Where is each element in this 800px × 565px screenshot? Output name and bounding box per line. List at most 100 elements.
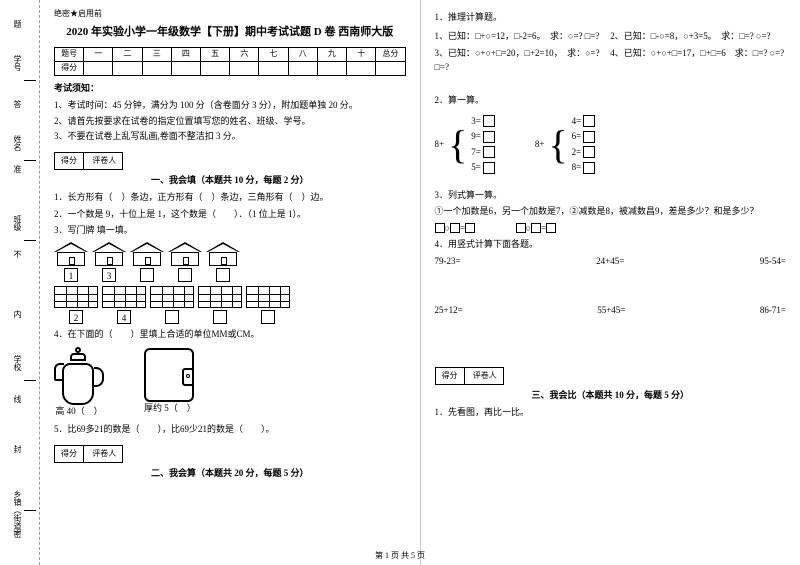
eq-text: 3= — [471, 115, 481, 129]
wallet-group: 厚约 5（ ） — [144, 348, 196, 416]
building-unit: 2 — [54, 286, 98, 324]
num-box: 2 — [69, 310, 83, 324]
num-box — [165, 310, 179, 324]
td — [259, 61, 288, 75]
th: 三 — [142, 47, 171, 61]
teapot-wallet-row: 高 40（ ） 厚约 5（ ） — [54, 345, 406, 419]
exam-page: 题 学号 答 姓名 准 班级 不 内 学校 线 封 乡镇（街道） 密 绝密★启用… — [0, 0, 800, 565]
building-icon — [102, 286, 146, 308]
eq-row: 8= — [572, 161, 596, 175]
building-icon — [246, 286, 290, 308]
page-footer: 第 1 页 共 5 页 — [0, 550, 800, 561]
td — [84, 61, 113, 75]
house-unit: 1 — [54, 242, 88, 282]
section3-title: 三、我会比（本题共 10 分，每题 5 分） — [435, 389, 787, 403]
houses-row: 1 3 — [54, 242, 406, 282]
binding-line — [24, 80, 36, 81]
eq-row: 2= — [572, 146, 596, 160]
eq-row: 6= — [572, 130, 596, 144]
house-icon — [92, 242, 126, 266]
td — [288, 61, 317, 75]
notice-item: 3、不要在试卷上乱写乱画,卷面不整洁扣 3 分。 — [54, 130, 406, 144]
num-box — [178, 268, 192, 282]
binding-label: 学号 — [12, 55, 23, 71]
building-icon — [54, 286, 98, 308]
notice-heading: 考试须知： — [54, 82, 406, 96]
house-unit — [130, 242, 164, 282]
eq-col: 3= 9= 7= 5= — [471, 115, 495, 175]
question-title: 1．推理计算题。 — [435, 11, 787, 25]
answer-box — [583, 162, 595, 174]
house-icon — [168, 242, 202, 266]
num-box: 4 — [117, 310, 131, 324]
brace-num: 8+ — [535, 138, 545, 152]
binding-label: 班级 — [12, 215, 23, 231]
question-title: 3．列式算一算。 — [435, 189, 787, 203]
question: 2．一个数是 9，十位上是 1，这个数是（ ）．（1 位上是 1）。 — [54, 208, 406, 222]
answer-box — [483, 146, 495, 158]
sub-item: 1、已知：□+○=12，□-2=6。 求：○=? □=? — [435, 30, 611, 44]
td: 得分 — [55, 61, 84, 75]
th: 二 — [113, 47, 142, 61]
binding-margin: 题 学号 答 姓名 准 班级 不 内 学校 线 封 乡镇（街道） 密 — [0, 0, 40, 565]
score-box: 得分 评卷人 — [435, 367, 504, 385]
score-table: 题号 一 二 三 四 五 六 七 八 九 十 总分 得分 — [54, 47, 406, 76]
work-space — [435, 271, 787, 301]
num-box: 1 — [64, 268, 78, 282]
building-icon — [150, 286, 194, 308]
question-title: 4．用竖式计算下面各题。 — [435, 238, 787, 252]
calc-item: 55+45= — [597, 304, 625, 318]
td — [201, 61, 230, 75]
binding-label: 学校 — [12, 355, 23, 371]
th: 六 — [230, 47, 259, 61]
box — [516, 223, 526, 233]
wallet-icon — [144, 348, 194, 402]
th: 十 — [347, 47, 376, 61]
binding-label: 封 — [12, 445, 23, 453]
td — [113, 61, 142, 75]
score-label: 得分 — [436, 368, 465, 384]
section2-title: 二、我会算（本题共 20 分，每题 5 分） — [54, 467, 406, 481]
th: 一 — [84, 47, 113, 61]
question: 4．在下面的（ ）里填上合适的单位MM或CM。 — [54, 328, 406, 342]
brace-group: 8+ { 3= 9= 7= 5= — [435, 115, 495, 175]
num-box — [261, 310, 275, 324]
eq-text: 6= — [572, 130, 582, 144]
eq-text: 5= — [471, 161, 481, 175]
building-unit: 4 — [102, 286, 146, 324]
wallet-label: 厚约 5（ ） — [144, 402, 196, 416]
binding-label: 密 — [12, 530, 23, 538]
th: 总分 — [376, 47, 405, 61]
binding-line — [24, 240, 36, 241]
sub-item: 4、已知：○+○+□=17，□+□=6 求：□=? ○=? — [610, 47, 786, 74]
section1-title: 一、我会填（本题共 10 分，每题 2 分） — [54, 174, 406, 188]
th: 题号 — [55, 47, 84, 61]
binding-label: 答 — [12, 100, 23, 108]
calc-item: 86-71= — [760, 304, 786, 318]
eq-row: 9= — [471, 130, 495, 144]
box — [531, 223, 541, 233]
binding-label: 线 — [12, 395, 23, 403]
num-box — [140, 268, 154, 282]
td — [347, 61, 376, 75]
eq-row: 4= — [572, 115, 596, 129]
buildings-row: 2 4 — [54, 286, 406, 324]
sub-item: 3、已知：○+○+□=20，□+2=10， 求：○=? □=? — [435, 47, 611, 74]
eq-text: 2= — [572, 146, 582, 160]
td — [376, 61, 405, 75]
sub-items: 1、已知：□+○=12，□-2=6。 求：○=? □=? 2、已知：□-○=8，… — [435, 28, 787, 77]
left-column: 绝密★启用前 2020 年实验小学一年级数学【下册】期中考试试题 D 卷 西南师… — [40, 0, 420, 565]
brace-groups: 8+ { 3= 9= 7= 5= 8+ { 4= 6= 2= 8= — [435, 111, 787, 179]
score-box: 得分 评卷人 — [54, 152, 123, 170]
box — [546, 223, 556, 233]
eq-row: 5= — [471, 161, 495, 175]
eq-text: 4= — [572, 115, 582, 129]
td — [171, 61, 200, 75]
question-text: ①一个加数是6，另一个加数是7，②减数是8，被减数昌9，差是多少？和是多少？ — [435, 205, 787, 219]
calc-item: 24+45= — [596, 255, 624, 269]
td — [317, 61, 346, 75]
table-row: 得分 — [55, 61, 406, 75]
answer-box — [583, 146, 595, 158]
brace-icon: { — [548, 120, 567, 170]
calc-item: 25+12= — [435, 304, 463, 318]
